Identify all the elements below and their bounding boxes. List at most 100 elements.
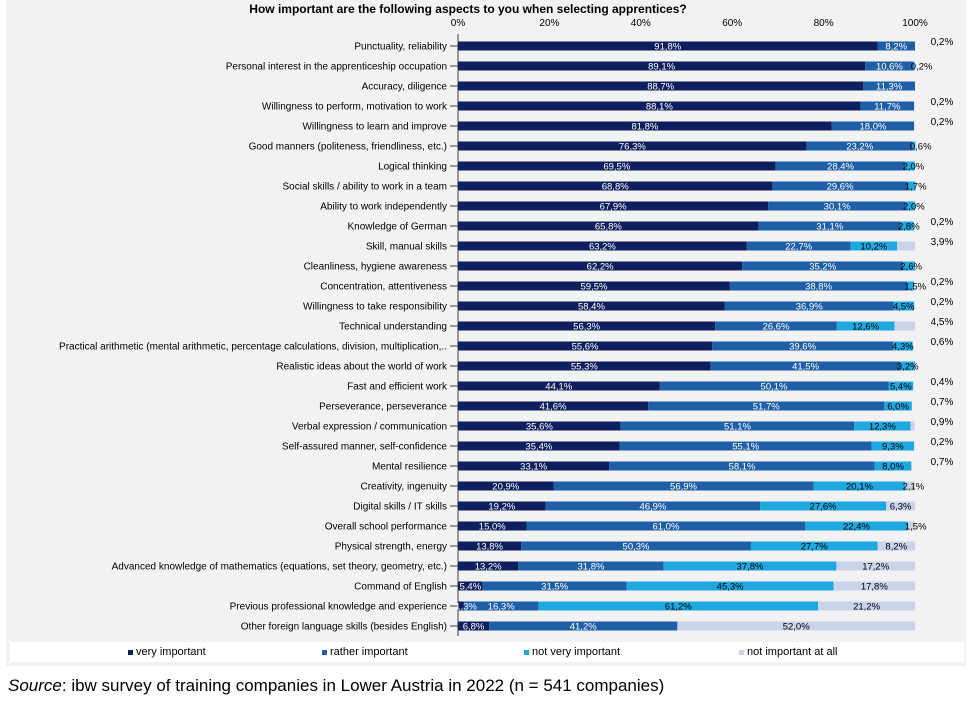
data-label: 39,6% — [789, 342, 816, 353]
data-label: 62,2% — [587, 262, 614, 273]
data-label: 61,0% — [652, 522, 679, 533]
x-tick-label: 40% — [631, 18, 651, 29]
bar-segment — [458, 61, 866, 71]
bar-segment — [620, 421, 855, 431]
data-label: 33,1% — [520, 462, 547, 473]
data-label: 23,2% — [846, 142, 873, 153]
legend-label: very important — [136, 646, 206, 658]
bar-segment — [458, 41, 878, 51]
bar-segment — [458, 301, 725, 311]
data-label: 0,6% — [910, 142, 932, 153]
data-label: 22,7% — [785, 242, 812, 253]
data-label: 59,5% — [580, 282, 607, 293]
category-label: Logical thinking — [378, 162, 447, 173]
category-label: Skill, manual skills — [366, 242, 447, 253]
category-label: Digital skills / IT skills — [353, 502, 447, 513]
bar-segment — [712, 341, 894, 351]
category-label: Physical strength, energy — [335, 542, 447, 553]
bar-segment — [729, 281, 908, 291]
bar-segment — [907, 521, 915, 531]
data-label: 26,6% — [763, 322, 790, 333]
bar-segment — [545, 501, 761, 511]
data-label: 76,3% — [619, 142, 646, 153]
bar-segment — [865, 61, 914, 71]
outside-data-label: 4,5% — [931, 317, 954, 328]
bar-segment — [860, 101, 915, 111]
data-label: 27,7% — [801, 542, 828, 553]
bar-segment — [886, 501, 915, 511]
bar-segment — [463, 601, 539, 611]
category-label: Personal interest in the apprenticeship … — [226, 62, 447, 73]
data-label: 5,4% — [460, 582, 482, 593]
bar-segment — [619, 441, 872, 451]
category-label: Technical understanding — [339, 322, 447, 333]
outside-data-label: 0,7% — [931, 397, 954, 408]
data-label: 91,8% — [654, 42, 681, 53]
x-tick-label: 60% — [722, 18, 742, 29]
category-label: Ability to work independently — [320, 202, 447, 213]
bar-segment — [833, 581, 915, 591]
stacked-bar-chart: How important are the following aspects … — [59, 2, 954, 636]
bar-segment — [907, 181, 916, 191]
data-label: 46,9% — [639, 502, 666, 513]
data-label: 16,3% — [488, 602, 515, 613]
data-label: 13,2% — [475, 562, 502, 573]
bar-segment — [742, 261, 904, 271]
data-label: 36,9% — [796, 302, 823, 313]
bar-segment — [894, 321, 915, 331]
category-label: Overall school performance — [325, 522, 448, 533]
bar-segment — [458, 341, 713, 351]
data-label: 61,2% — [665, 602, 692, 613]
data-label: 35,4% — [525, 442, 552, 453]
data-label: 1,5% — [905, 522, 927, 533]
bar-segment — [458, 121, 832, 131]
data-label: 58,1% — [729, 462, 756, 473]
category-label: Good manners (politeness, friendliness, … — [249, 142, 447, 153]
bar-segment — [715, 321, 837, 331]
bar-segment — [458, 321, 716, 331]
outside-data-label: 0,2% — [931, 37, 954, 48]
data-label: 17,8% — [861, 582, 888, 593]
category-label: Concentration, attentiveness — [320, 282, 447, 293]
data-label: 51,1% — [724, 422, 751, 433]
bar-segment — [905, 161, 915, 171]
bar-segment — [458, 621, 490, 631]
bar-segment — [458, 141, 807, 151]
outside-data-label: 0,6% — [931, 337, 954, 348]
bar-segment — [458, 521, 527, 531]
legend-item: rather important — [322, 646, 408, 658]
bar-segment — [913, 61, 915, 71]
data-label: 58,4% — [578, 302, 605, 313]
data-label: 6,3% — [890, 502, 912, 513]
outside-data-label: 0,2% — [931, 437, 954, 448]
data-label: 22,4% — [843, 522, 870, 533]
bar-segment — [458, 241, 747, 251]
data-label: 18,0% — [859, 122, 886, 133]
bar-segment — [458, 221, 759, 231]
x-tick-label: 100% — [902, 18, 928, 29]
outside-data-label: 0,2% — [931, 297, 954, 308]
bar-segment — [750, 541, 878, 551]
data-label: 69,5% — [603, 162, 630, 173]
bar-segment — [458, 81, 864, 91]
data-label: 50,1% — [761, 382, 788, 393]
bar-segment — [677, 621, 915, 631]
bar-segment — [806, 141, 913, 151]
bar-segment — [854, 421, 911, 431]
data-label: 38,8% — [805, 282, 832, 293]
data-label: 88,7% — [647, 82, 674, 93]
category-label: Command of English — [354, 582, 447, 593]
data-label: 5,4% — [890, 382, 912, 393]
data-label: 67,9% — [600, 202, 627, 213]
bar-segment — [626, 581, 834, 591]
bar-segment — [458, 601, 464, 611]
outside-data-label: 0,2% — [931, 97, 954, 108]
data-label: 2,8% — [898, 222, 920, 233]
data-label: 21,2% — [853, 602, 880, 613]
data-label: 29,6% — [827, 182, 854, 193]
data-label: 4,3% — [892, 342, 914, 353]
outside-data-label: 0,4% — [931, 377, 954, 388]
data-label: 37,8% — [737, 562, 764, 573]
bar-segment — [877, 541, 915, 551]
data-label: 11,3% — [876, 82, 903, 93]
